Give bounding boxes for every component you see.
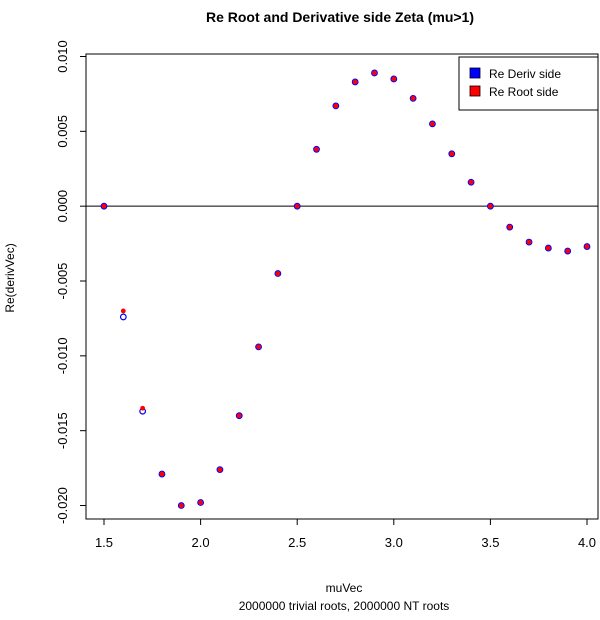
data-point	[158, 470, 166, 478]
data-point	[565, 248, 571, 254]
data-point	[236, 413, 242, 419]
data-point	[314, 146, 319, 152]
y-tick-label: -0.015	[55, 412, 70, 449]
y-tick-label: 0.005	[55, 115, 70, 148]
data-point	[294, 203, 300, 209]
data-point	[159, 471, 165, 477]
data-point	[448, 150, 456, 158]
data-point	[274, 270, 282, 277]
chart-title: Re Root and Derivative side Zeta (mu>1)	[206, 9, 474, 25]
data-point	[293, 202, 301, 210]
data-point	[506, 223, 514, 231]
data-point	[410, 96, 416, 101]
data-point	[584, 244, 590, 249]
data-point	[140, 405, 146, 411]
x-tick-label: 2.5	[288, 535, 306, 550]
data-point	[467, 178, 475, 186]
data-point	[488, 203, 493, 209]
data-point	[255, 343, 262, 351]
data-point	[101, 203, 107, 209]
data-point	[449, 151, 455, 157]
x-tick-label: 3.0	[385, 535, 403, 550]
data-point	[351, 78, 359, 86]
x-axis-label: muVec	[326, 581, 363, 595]
data-point	[430, 121, 435, 127]
legend-box	[458, 56, 599, 111]
x-tick-label: 3.5	[481, 535, 499, 550]
legend-swatch	[469, 85, 481, 97]
legend: Re Deriv side Re Root side	[458, 56, 599, 111]
data-point	[178, 503, 184, 508]
legend-label: Re Deriv side	[489, 67, 561, 81]
data-point	[583, 243, 591, 250]
x-tick-label: 4.0	[578, 535, 596, 550]
data-point	[507, 224, 513, 230]
y-tick-label: -0.005	[55, 263, 70, 300]
data-point	[197, 499, 205, 506]
x-tick-label: 2.0	[192, 535, 210, 550]
data-point	[391, 76, 397, 82]
data-point	[313, 145, 320, 153]
data-point	[372, 70, 377, 76]
data-point	[100, 202, 108, 210]
data-point	[564, 247, 572, 255]
data-point	[371, 69, 378, 77]
data-point	[409, 95, 417, 102]
y-axis-label: Re(derivVec)	[3, 243, 17, 312]
x-tick-label: 1.5	[95, 535, 113, 550]
data-point	[429, 120, 436, 128]
y-tick-label: 0.010	[55, 40, 70, 73]
series-re-deriv-side	[100, 69, 591, 509]
data-point	[120, 308, 126, 314]
plot-area: 1.5 2.0 2.5 3.0 3.5 4.0 -0.020 -0.015 -0.010 -0.0…	[55, 40, 599, 550]
data-point	[468, 179, 474, 185]
data-point	[333, 103, 339, 109]
data-point	[390, 75, 398, 83]
data-point	[198, 500, 204, 505]
data-point	[275, 271, 281, 276]
chart-subtitle: 2000000 trivial roots, 2000000 NT roots	[239, 599, 450, 613]
data-point	[177, 502, 185, 509]
data-point	[352, 79, 358, 85]
data-point	[235, 412, 243, 420]
series-re-root-side	[101, 70, 590, 508]
data-point	[217, 467, 223, 472]
data-point	[544, 244, 552, 252]
data-point	[119, 313, 127, 321]
data-point	[525, 238, 533, 246]
legend-swatch	[469, 67, 481, 79]
data-point	[526, 239, 532, 245]
y-tick-label: -0.020	[55, 487, 70, 524]
data-point	[545, 245, 551, 251]
legend-label: Re Root side	[489, 85, 559, 99]
data-point	[332, 102, 340, 110]
plot-frame	[85, 53, 599, 520]
data-point	[487, 202, 494, 210]
y-tick-label: 0.000	[55, 190, 70, 223]
y-tick-label: -0.010	[55, 337, 70, 374]
data-point	[216, 466, 224, 473]
data-point	[256, 344, 261, 350]
